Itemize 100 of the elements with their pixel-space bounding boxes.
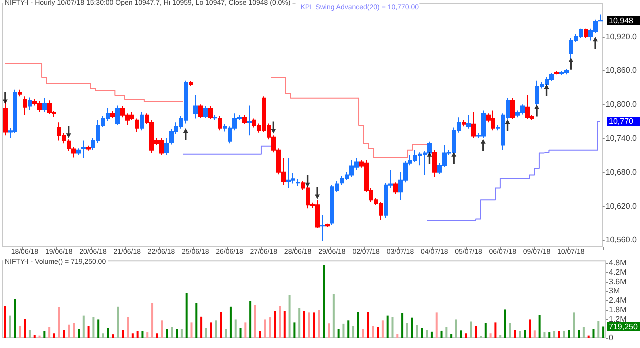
bar xyxy=(308,312,310,338)
bar xyxy=(34,335,36,338)
bar xyxy=(200,316,203,338)
candlestick xyxy=(525,95,530,120)
candlestick xyxy=(164,138,169,156)
bar xyxy=(112,334,114,338)
bar xyxy=(524,330,526,338)
candlestick xyxy=(42,98,47,113)
y-tick-label: 10,680.0 xyxy=(606,168,638,177)
bar xyxy=(436,312,438,338)
bar xyxy=(136,331,139,338)
bar xyxy=(48,327,51,338)
candlestick xyxy=(110,110,115,119)
bar xyxy=(357,312,360,338)
bar xyxy=(186,293,188,338)
bar xyxy=(500,335,502,338)
y-tick-label: 3.6M xyxy=(609,277,628,286)
bar xyxy=(421,328,424,338)
bar xyxy=(284,311,286,338)
bar xyxy=(529,320,532,338)
bar xyxy=(225,329,228,338)
y-tick-label: 10,860.0 xyxy=(606,66,638,76)
candlestick xyxy=(18,89,22,98)
candlestick xyxy=(81,140,86,159)
bar xyxy=(250,301,252,338)
bar xyxy=(304,311,306,338)
bar xyxy=(465,334,468,338)
bar xyxy=(411,318,414,338)
bar xyxy=(494,322,497,338)
bar xyxy=(332,294,335,338)
y-tick-label: 1.2M xyxy=(609,314,628,324)
bar xyxy=(215,320,218,338)
bar xyxy=(88,326,90,338)
bar xyxy=(102,334,104,338)
bar xyxy=(288,295,291,338)
bar xyxy=(348,320,350,338)
bar xyxy=(180,329,183,338)
bar xyxy=(146,332,149,338)
bar xyxy=(475,326,478,338)
bar xyxy=(342,324,345,338)
y-tick-label: 1.8M xyxy=(609,305,628,314)
bar xyxy=(490,334,492,338)
candlestick xyxy=(189,80,193,88)
bar xyxy=(519,331,522,338)
bar xyxy=(28,330,31,338)
bar xyxy=(362,329,364,338)
bar xyxy=(68,324,70,338)
candlestick xyxy=(320,214,325,242)
bar xyxy=(9,316,12,338)
bar xyxy=(514,330,516,338)
bar xyxy=(563,330,566,338)
candlestick xyxy=(213,114,217,121)
bar xyxy=(98,320,100,338)
bar xyxy=(132,334,134,338)
bar xyxy=(352,326,355,338)
bar xyxy=(544,332,546,338)
bar xyxy=(396,334,399,338)
bar xyxy=(254,305,256,338)
bar xyxy=(220,312,222,338)
bar xyxy=(269,318,272,338)
bar xyxy=(161,320,164,338)
bar xyxy=(602,326,605,338)
bar xyxy=(92,317,95,338)
bar xyxy=(598,321,600,338)
bar xyxy=(264,320,266,338)
candlestick xyxy=(432,150,437,178)
bar xyxy=(509,323,512,338)
y-tick-label: 0 xyxy=(609,334,614,342)
candlestick xyxy=(218,116,222,132)
bar xyxy=(156,334,158,338)
bar xyxy=(455,320,458,338)
bar xyxy=(578,330,580,338)
candlestick xyxy=(86,145,91,152)
bar xyxy=(592,329,595,338)
candlestick xyxy=(471,112,476,139)
bar xyxy=(450,334,453,338)
bar xyxy=(367,312,370,338)
candlestick xyxy=(325,223,330,228)
bar xyxy=(582,327,585,338)
bar xyxy=(386,316,389,338)
text: 719,250 xyxy=(609,322,638,332)
bar xyxy=(210,322,212,338)
bar xyxy=(244,322,247,338)
bar xyxy=(328,324,330,338)
bar xyxy=(440,330,443,338)
candlestick xyxy=(140,112,144,132)
candlestick xyxy=(47,100,52,115)
bar xyxy=(558,331,560,338)
candlestick xyxy=(286,158,291,189)
bar xyxy=(460,330,462,338)
y-tick-label: 4.2M xyxy=(609,268,628,277)
candlestick xyxy=(242,114,247,125)
bar xyxy=(44,331,46,338)
candlestick xyxy=(198,104,203,119)
bar xyxy=(176,329,178,338)
bar xyxy=(377,327,380,338)
bar xyxy=(426,330,428,338)
bar xyxy=(230,306,232,338)
candlestick xyxy=(208,106,213,120)
candlestick xyxy=(466,114,471,130)
